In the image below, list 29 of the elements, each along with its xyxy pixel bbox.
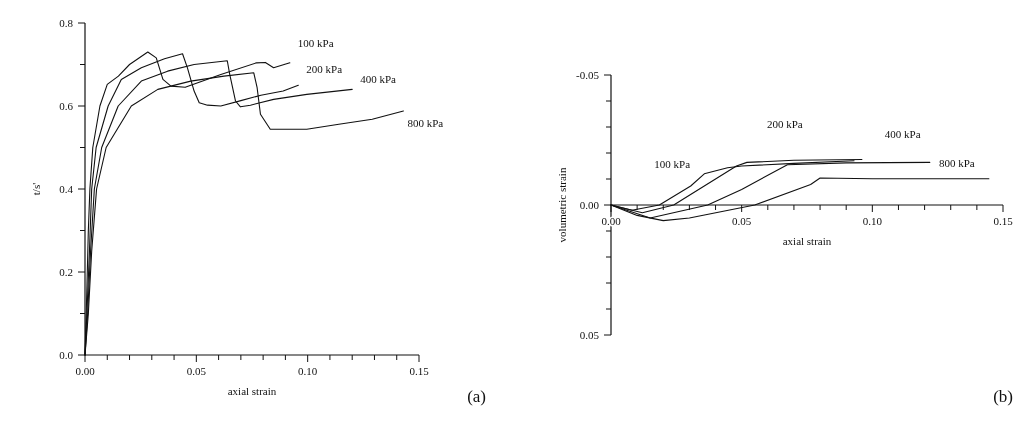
y-tick-label: 0.8 — [59, 17, 74, 29]
text: (a) — [467, 387, 486, 406]
y-axis-title: t/s' — [30, 182, 42, 196]
y-tick-label: 0.6 — [59, 100, 74, 112]
y-tick-label: 0.2 — [59, 266, 73, 278]
x-tick-label: 0.10 — [298, 365, 318, 377]
y-tick-label: 0.00 — [579, 199, 600, 211]
y-tick-label: 0.4 — [59, 183, 74, 195]
series-label: 400 kPa — [360, 73, 397, 86]
text: 200 kPa — [766, 117, 803, 130]
y-tick-label: 0.05 — [579, 329, 600, 341]
x-tick-label: 0.00 — [75, 365, 96, 377]
y-tick-label: -0.05 — [576, 69, 600, 81]
series-label: 800 kPa — [938, 156, 975, 169]
y-axis-title: volumetric strain — [556, 167, 568, 243]
x-tick-label: 0.05 — [186, 365, 207, 377]
series-label: 200 kPa — [306, 63, 343, 76]
x-tick-label: 0.15 — [409, 365, 430, 377]
x-tick-label: 0.10 — [862, 215, 883, 227]
series-label: 100 kPa — [297, 36, 334, 49]
x-tick-label: 0.15 — [993, 215, 1014, 227]
series-label: 800 kPa — [407, 116, 444, 129]
x-axis-title: axial strain — [782, 235, 832, 247]
text: 400 kPa — [884, 128, 921, 141]
x-axis-title: axial strain — [227, 385, 277, 397]
x-tick-label: 0.05 — [732, 215, 752, 227]
y-tick-label: 0.0 — [59, 349, 74, 361]
text: (b) — [993, 387, 1013, 406]
series-label: 100 kPa — [654, 157, 691, 170]
